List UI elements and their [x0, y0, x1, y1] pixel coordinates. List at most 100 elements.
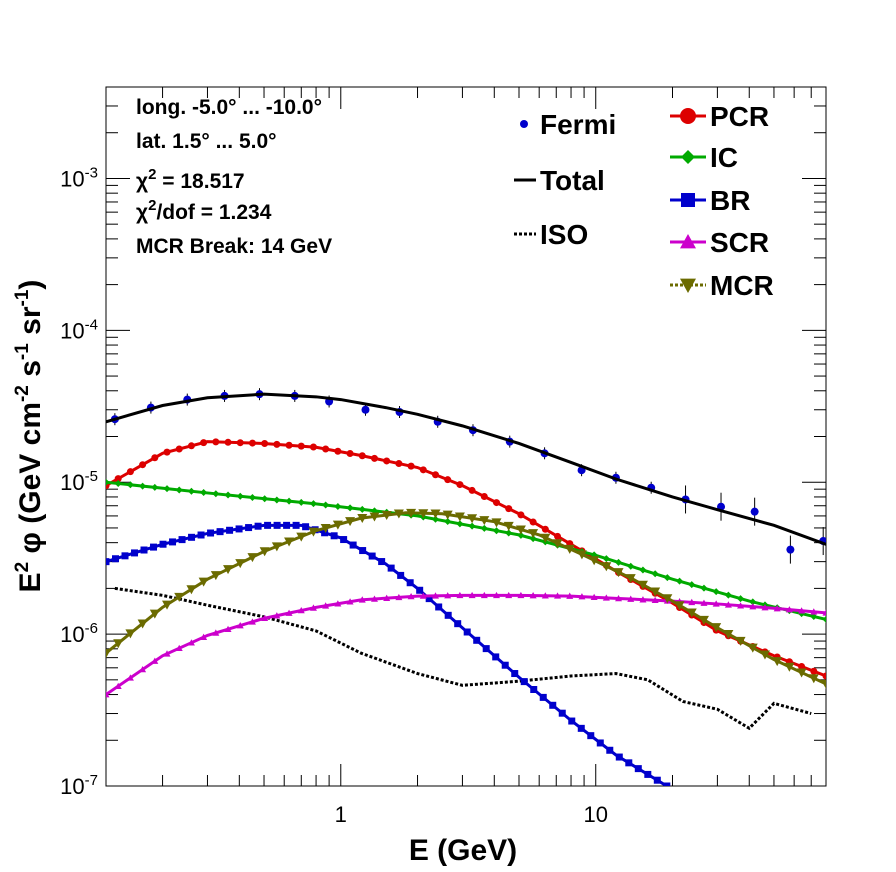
series-marker-ic	[505, 529, 513, 537]
series-marker-scr	[822, 609, 826, 616]
series-scr	[106, 591, 826, 698]
series-marker-scr	[187, 639, 195, 646]
series-marker-ic	[480, 524, 488, 532]
series-marker-mcr	[430, 509, 441, 519]
legend-entry-mcr: MCR	[670, 270, 774, 301]
series-marker-scr	[700, 599, 708, 606]
legend-entry-iso: ISO	[514, 219, 588, 250]
series-marker-br	[549, 701, 557, 709]
series-marker-br	[454, 620, 462, 628]
series-marker-mcr	[393, 509, 404, 519]
series-marker-ic	[309, 500, 317, 508]
series-marker-mcr	[515, 525, 526, 535]
series-marker-scr	[761, 604, 769, 611]
series-marker-br	[435, 603, 443, 611]
series-marker-br	[539, 693, 547, 701]
series-marker-pcr	[322, 445, 330, 453]
series-marker-pcr	[517, 511, 525, 519]
series-marker-mcr	[106, 649, 111, 659]
series-marker-br	[397, 571, 405, 579]
series-marker-br	[178, 536, 186, 544]
series-marker-scr	[285, 609, 293, 616]
series-marker-pcr	[529, 518, 537, 526]
series-fermi	[110, 388, 826, 564]
series-marker-scr	[297, 606, 305, 614]
series-marker-ic	[431, 515, 439, 523]
series-marker-pcr	[419, 466, 427, 474]
series-mcr	[106, 508, 826, 689]
series-marker-br	[359, 547, 367, 555]
series-marker-mcr	[186, 585, 197, 595]
series-marker-mcr	[308, 527, 319, 537]
series-marker-pcr	[297, 442, 305, 450]
series-marker-pcr	[395, 460, 403, 468]
series-marker-pcr	[798, 663, 806, 671]
series-marker-scr	[175, 644, 183, 652]
series-marker-br	[254, 522, 262, 530]
series-marker-pcr	[163, 448, 171, 456]
fermi-point	[786, 545, 795, 554]
series-marker-mcr	[735, 636, 746, 646]
series-marker-pcr	[456, 481, 464, 489]
series-marker-br	[368, 552, 376, 560]
series-marker-ic	[187, 487, 195, 495]
series-marker-ic	[297, 498, 305, 506]
x-tick-label: 10	[584, 802, 608, 827]
series-marker-scr	[639, 596, 647, 603]
series-marker-mcr	[613, 568, 624, 578]
series-marker-scr	[493, 591, 501, 599]
series-marker-br	[634, 765, 642, 773]
series-marker-pcr	[126, 468, 134, 476]
series-marker-ic	[212, 490, 220, 498]
series-marker-scr	[724, 601, 732, 608]
x-axis-tick-labels: 1 10	[335, 802, 608, 827]
series-marker-scr	[615, 594, 623, 602]
series-marker-mcr	[259, 547, 270, 557]
series-marker-br	[330, 532, 338, 540]
series-marker-pcr	[480, 492, 488, 500]
series-marker-mcr	[698, 615, 709, 625]
series-marker-scr	[395, 593, 403, 601]
series-marker-br	[444, 611, 452, 619]
series-marker-ic	[151, 483, 159, 491]
y-tick-label: 10-4	[60, 316, 98, 343]
series-marker-pcr	[346, 449, 354, 457]
series-marker-mcr	[210, 571, 221, 581]
series-marker-ic	[236, 492, 244, 500]
series-marker-mcr	[747, 643, 758, 653]
series-marker-br	[340, 536, 348, 544]
legend-entry-fermi: Fermi	[520, 109, 616, 140]
series-ic	[106, 478, 826, 623]
series-marker-pcr	[212, 438, 220, 446]
series-marker-mcr	[320, 523, 331, 533]
series-marker-ic	[688, 581, 696, 589]
series-marker-scr	[407, 593, 415, 600]
series-marker-scr	[106, 691, 110, 698]
legend-entry-total: Total	[514, 165, 605, 196]
series-marker-scr	[261, 614, 269, 622]
series-marker-scr	[200, 633, 208, 640]
legend-marker-fermi	[520, 120, 528, 128]
series-marker-br	[530, 686, 538, 694]
y-tick-label: 10-6	[60, 620, 98, 647]
series-marker-br	[378, 558, 386, 566]
series-marker-ic	[248, 493, 256, 501]
series-marker-mcr	[772, 657, 783, 667]
series-marker-ic	[175, 486, 183, 494]
series-marker-br	[625, 759, 633, 767]
series-marker-scr	[444, 592, 452, 599]
series-marker-scr	[370, 595, 378, 602]
series-marker-ic	[322, 501, 330, 509]
series-marker-mcr	[601, 562, 612, 572]
series-marker-mcr	[759, 650, 770, 660]
series-marker-pcr	[383, 457, 391, 465]
series-marker-scr	[798, 607, 806, 614]
info-line-longitude: long. -5.0° ... -10.0°	[136, 96, 322, 119]
series-marker-br	[520, 678, 528, 686]
series-marker-mcr	[454, 512, 465, 522]
series-br	[106, 521, 671, 786]
series-marker-br	[169, 538, 177, 546]
series-marker-ic	[126, 481, 134, 489]
series-marker-pcr	[810, 667, 818, 675]
series-marker-scr	[346, 598, 354, 605]
